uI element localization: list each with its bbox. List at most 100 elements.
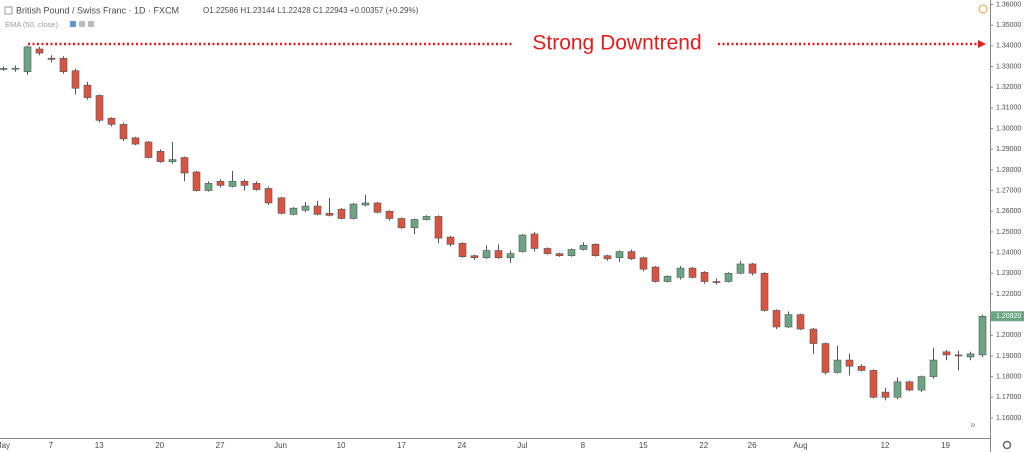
candle-body [397,218,406,229]
candle [337,208,346,220]
y-tick-label: 1.30000 [996,125,1021,132]
candle-body [724,272,733,282]
candle [35,46,44,56]
y-tick-label: 1.16000 [996,415,1021,422]
candle [809,328,818,354]
candle-body [809,328,818,344]
candle [23,45,32,75]
candle [966,351,975,361]
candle [434,215,443,244]
candle-body [313,205,322,215]
candle-body [71,70,80,89]
y-tick-label: 1.22000 [996,291,1021,298]
y-tick-label: 1.33000 [996,63,1021,70]
x-tick-label: 26 [748,441,757,450]
candle-body [688,267,697,278]
candle-body [83,84,92,98]
x-tick-label: 24 [457,441,466,450]
candle [724,272,733,283]
symbol-icon[interactable] [4,6,13,15]
candle-body [361,202,370,206]
candle-body [35,48,44,54]
candle-body [700,271,709,282]
candle [627,249,636,260]
candle [530,231,539,252]
candle [119,122,128,141]
candle-body [530,233,539,249]
candle-body [639,257,648,270]
x-tick-label: 17 [397,441,406,450]
candle-body [905,381,914,391]
candle [651,266,660,283]
indicator-label: EMA (50, close) [5,20,58,29]
candle [518,233,527,253]
candle [277,196,286,215]
candle-body [591,244,600,256]
candle-body [277,197,286,214]
candle-body [240,180,249,186]
candle [410,218,419,234]
candle [47,55,56,63]
candle-body [156,151,165,162]
candle-body [337,208,346,219]
candle-body [216,180,225,186]
candle-body [760,272,769,311]
candle [845,353,854,376]
candle [11,65,20,72]
candle [83,82,92,100]
candle-body [192,171,201,191]
candle [639,256,648,272]
candle [373,201,382,214]
candle-body [325,213,334,216]
candle-body [434,216,443,239]
candle-body [978,315,987,356]
candle [712,278,721,285]
candle [857,364,866,372]
candle-body [458,242,467,258]
candle [748,262,757,276]
last-price-label: 1.20920 [996,313,1021,320]
x-tick-label: May [0,441,10,450]
candle-body [736,263,745,274]
candle-body [712,281,721,283]
candle-body [772,310,781,328]
candle-body [95,95,104,121]
y-tick-label: 1.28000 [996,167,1021,174]
candle-body [555,253,564,256]
candle [168,142,177,164]
candle-body [0,68,8,70]
candle [567,248,576,257]
candle-body [845,359,854,367]
y-tick-label: 1.25000 [996,229,1021,236]
candle [156,149,165,163]
candle [216,179,225,188]
chart-title: British Pound / Swiss Franc · 1D · FXCM [16,5,179,15]
candle [228,170,237,188]
x-tick-label: 10 [337,441,346,450]
candle [869,369,878,399]
settings-icon[interactable] [1002,440,1012,450]
x-tick-label: 12 [881,441,890,450]
indicator-icon[interactable] [79,21,85,27]
candle [494,244,503,259]
candle-body [385,210,394,219]
candle-body [422,216,431,220]
candle [385,210,394,221]
candle [579,242,588,251]
candle [422,215,431,221]
clock-icon[interactable] [978,4,988,14]
candle-body [966,353,975,358]
candle [264,186,273,206]
candle-body [676,267,685,278]
candle-body [289,207,298,215]
indicator-icon[interactable] [88,21,94,27]
scroll-button[interactable]: » [970,420,976,431]
candle-body [59,57,68,73]
candle-body [446,236,455,245]
y-tick-label: 1.34000 [996,43,1021,50]
indicator-icon[interactable] [70,21,76,27]
candle [929,347,938,379]
candle-body [893,381,902,398]
candle-body [567,249,576,256]
